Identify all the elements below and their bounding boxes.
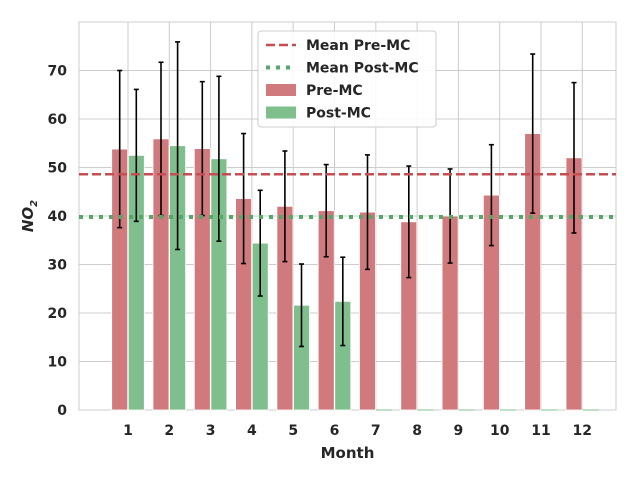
legend-label: Pre-MC bbox=[306, 83, 363, 99]
y-axis-label-subscript: 2 bbox=[29, 200, 40, 207]
y-tick-label: 60 bbox=[48, 112, 68, 128]
x-tick-label: 7 bbox=[371, 423, 381, 439]
x-tick-label: 10 bbox=[490, 423, 510, 439]
legend-label: Mean Pre-MC bbox=[306, 38, 410, 54]
x-tick-label: 2 bbox=[164, 423, 174, 439]
legend-swatch-patch bbox=[266, 106, 296, 119]
y-tick-label: 70 bbox=[48, 64, 68, 80]
x-tick-label: 3 bbox=[206, 423, 216, 439]
legend-label: Post-MC bbox=[306, 106, 371, 122]
mean-lines bbox=[79, 173, 616, 219]
y-tick-label: 0 bbox=[57, 403, 67, 419]
bars bbox=[111, 133, 599, 411]
error-bars bbox=[117, 41, 577, 348]
x-tick-label: 1 bbox=[123, 423, 133, 439]
x-tick-label: 9 bbox=[454, 423, 464, 439]
y-tick-label: 20 bbox=[48, 306, 68, 322]
legend-label: Mean Post-MC bbox=[306, 61, 419, 77]
legend: Mean Pre-MC Mean Post-MC Pre-MC Post-MC bbox=[257, 30, 437, 128]
x-tick-label: 11 bbox=[531, 423, 550, 439]
y-tick-label: 50 bbox=[48, 161, 68, 177]
x-tick-label: 4 bbox=[247, 423, 257, 439]
x-tick-label: 5 bbox=[288, 423, 298, 439]
legend-box bbox=[257, 30, 437, 128]
y-tick-label: 40 bbox=[48, 209, 68, 225]
legend-swatch-patch bbox=[266, 84, 296, 96]
y-tick-label: 30 bbox=[48, 258, 68, 274]
x-axis-label: Month bbox=[321, 444, 375, 462]
y-axis-label: NO2 bbox=[19, 200, 40, 232]
y-tick-label: 10 bbox=[48, 355, 68, 371]
x-tick-label: 8 bbox=[412, 423, 422, 439]
x-tick-label: 6 bbox=[330, 423, 340, 439]
y-axis-label-base: NO bbox=[19, 207, 37, 233]
x-tick-label: 12 bbox=[573, 423, 592, 439]
